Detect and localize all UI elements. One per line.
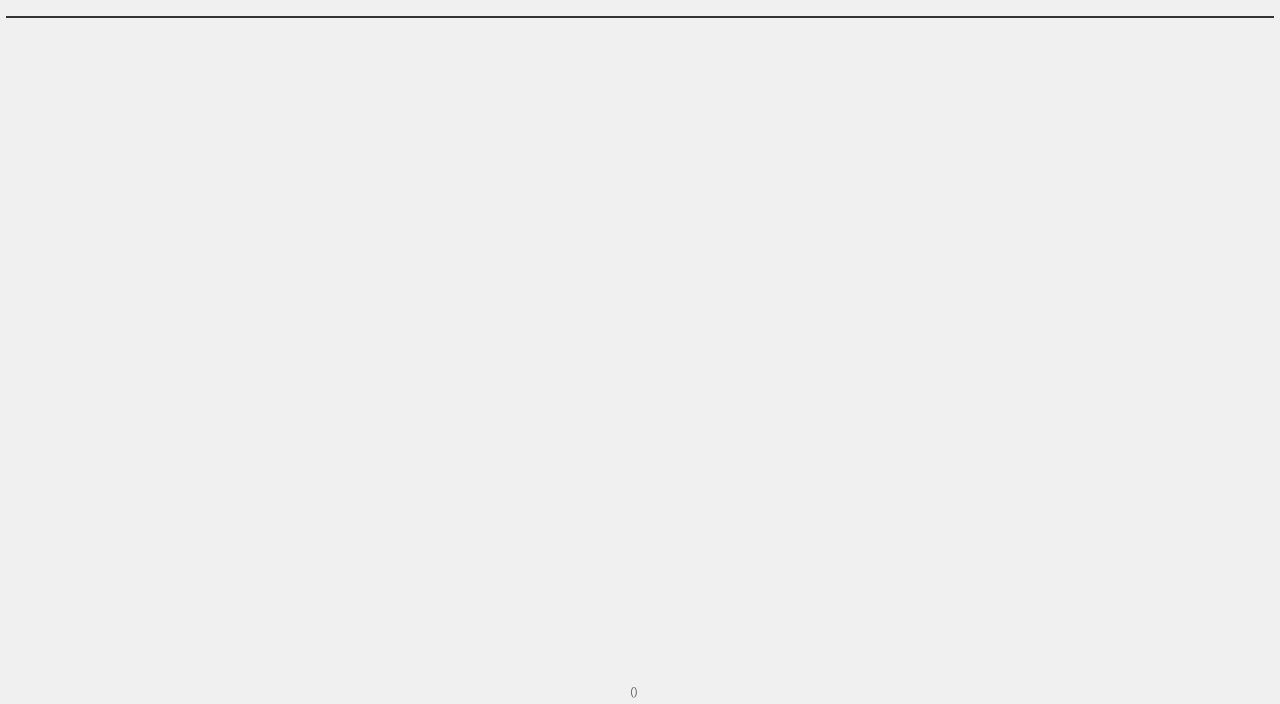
title-area <box>0 0 1280 16</box>
line-overlay <box>52 64 1242 629</box>
title-divider <box>6 16 1274 18</box>
chart-container: () <box>0 0 1280 704</box>
plot-area <box>52 64 1242 629</box>
chart-footer: () <box>0 686 1280 698</box>
